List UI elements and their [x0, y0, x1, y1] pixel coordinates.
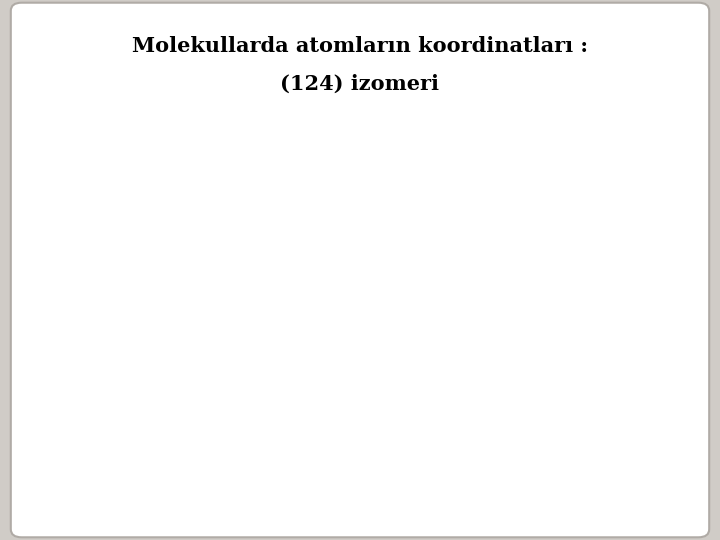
Text: Atom: Atom — [384, 117, 415, 130]
Text: 2.001221: 2.001221 — [472, 464, 528, 477]
Text: C: C — [71, 496, 80, 509]
Text: -4.609331: -4.609331 — [269, 212, 329, 225]
Text: O: O — [395, 244, 405, 256]
Text: C: C — [395, 180, 404, 193]
Text: X(a.v): X(a.v) — [483, 117, 518, 130]
Text: -2.704199: -2.704199 — [470, 433, 530, 446]
Text: (124) izomeri: (124) izomeri — [281, 73, 439, 94]
Text: 2.577588: 2.577588 — [472, 307, 528, 320]
Text: H: H — [395, 496, 405, 509]
Text: 0.9713202: 0.9713202 — [145, 370, 208, 383]
Text: Y(a.v): Y(a.v) — [606, 117, 640, 130]
Text: -0.026987: -0.026987 — [269, 464, 329, 477]
Text: C: C — [71, 464, 80, 477]
Text: 2.255210: 2.255210 — [595, 212, 651, 225]
Text: -1.674298: -1.674298 — [146, 464, 206, 477]
Text: -1.674298: -1.674298 — [146, 244, 206, 256]
Text: C: C — [71, 433, 80, 446]
Text: 2.255210: 2.255210 — [595, 244, 651, 256]
Text: 2.294129: 2.294129 — [148, 180, 204, 193]
Text: C: C — [71, 244, 80, 256]
Text: 6.828579: 6.828579 — [271, 401, 327, 414]
Text: 10.903592: 10.903592 — [591, 433, 654, 446]
Text: Cl: Cl — [393, 275, 406, 288]
Text: Molekullarda atomların koordinatları :: Molekullarda atomların koordinatları : — [132, 36, 588, 56]
Text: 0.971320: 0.971320 — [148, 433, 204, 446]
Text: 0.971320: 0.971320 — [472, 180, 528, 193]
Text: -0.026987: -0.026987 — [269, 433, 329, 446]
Text: -3.156374: -3.156374 — [470, 244, 531, 256]
Text: 5.506665: 5.506665 — [472, 275, 528, 288]
Text: -5.056909: -5.056909 — [470, 401, 531, 414]
Text: 4.537407: 4.537407 — [595, 180, 651, 193]
Text: -1.674298: -1.674298 — [146, 338, 206, 351]
Text: C: C — [71, 370, 80, 383]
Text: Cl: Cl — [393, 307, 406, 320]
Text: -7.391469: -7.391469 — [593, 307, 653, 320]
Text: -6.393172: -6.393172 — [593, 370, 653, 383]
Text: -2.318159: -2.318159 — [593, 275, 652, 288]
Text: -2.997107: -2.997107 — [146, 275, 206, 288]
Text: C: C — [71, 180, 80, 193]
Text: Cl: Cl — [393, 338, 406, 351]
Text: 2.294129: 2.294129 — [148, 401, 204, 414]
Text: 9.119751: 9.119751 — [271, 338, 327, 351]
Text: -2.318159: -2.318159 — [593, 338, 652, 351]
Text: -1.674298: -1.674298 — [146, 496, 206, 509]
Text: O: O — [395, 212, 405, 225]
Text: Y(a.v): Y(a.v) — [282, 117, 316, 130]
Text: -4.609331: -4.609331 — [269, 244, 329, 256]
Text: -2.318159: -2.318159 — [269, 180, 328, 193]
Text: 9.119751: 9.119751 — [271, 370, 327, 383]
Text: H: H — [395, 433, 405, 446]
Text: X(a.v): X(a.v) — [159, 117, 194, 130]
Text: C: C — [71, 338, 80, 351]
Text: -2.318159: -2.318159 — [269, 275, 328, 288]
Text: 0.971320: 0.971320 — [148, 212, 204, 225]
Text: -2.704199: -2.704199 — [470, 370, 530, 383]
Text: 4.353931: 4.353931 — [472, 496, 528, 509]
Text: molekulu  (124): molekulu (124) — [412, 149, 505, 162]
Text: H: H — [395, 370, 405, 383]
Text: H: H — [395, 401, 405, 414]
Text: C: C — [71, 275, 80, 288]
Text: $\mathit{C}_{12}\mathit{H}_5\mathit{Cl}_3\mathit{O}_2$: $\mathit{C}_{12}\mathit{H}_5\mathit{Cl}_… — [223, 145, 315, 166]
Text: -2.997107: -2.997107 — [146, 307, 206, 320]
Text: C: C — [71, 401, 80, 414]
Text: -6.209643: -6.209643 — [470, 338, 531, 351]
Text: Atom: Atom — [60, 117, 91, 130]
Text: C: C — [71, 307, 80, 320]
Text: 6.828579: 6.828579 — [271, 307, 327, 320]
Text: 4.537407: 4.537407 — [271, 496, 327, 509]
Text: 6.828579: 6.828579 — [595, 401, 651, 414]
Text: C: C — [71, 212, 80, 225]
Text: 2.453396: 2.453396 — [472, 212, 528, 225]
Text: 10.903592: 10.903592 — [591, 464, 654, 477]
Text: H: H — [395, 464, 405, 477]
Text: 6.828579: 6.828579 — [595, 496, 651, 509]
